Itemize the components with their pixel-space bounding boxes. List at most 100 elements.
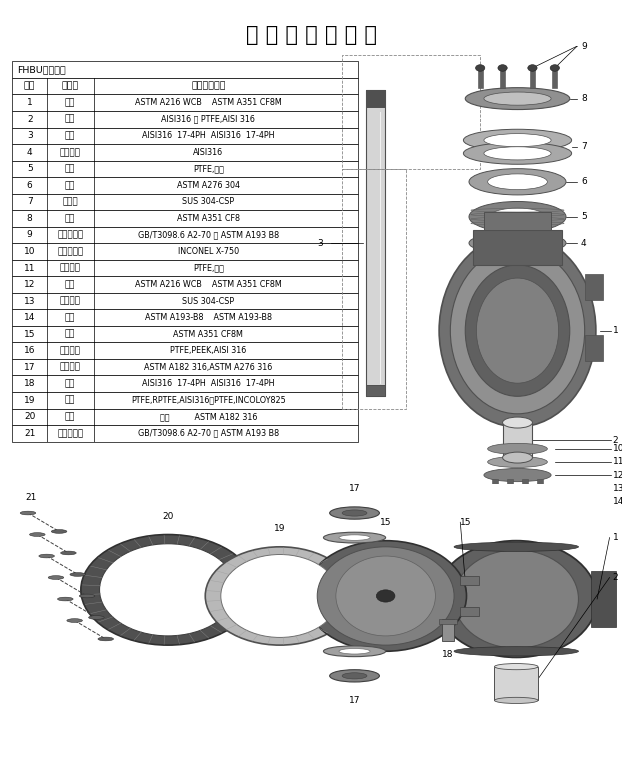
Text: 螺栓: 螺栓 bbox=[65, 313, 75, 322]
Bar bbox=[591, 571, 616, 627]
Ellipse shape bbox=[484, 468, 551, 482]
Bar bbox=[522, 479, 528, 495]
Text: 5: 5 bbox=[581, 212, 587, 221]
Bar bbox=[500, 70, 505, 88]
Text: 20: 20 bbox=[162, 511, 174, 521]
Text: 材　　　　料: 材 料 bbox=[191, 81, 226, 91]
Ellipse shape bbox=[454, 542, 578, 551]
Ellipse shape bbox=[342, 673, 367, 679]
Text: 1: 1 bbox=[613, 326, 618, 335]
Ellipse shape bbox=[20, 511, 36, 515]
Ellipse shape bbox=[88, 616, 104, 619]
Bar bbox=[12, 409, 358, 425]
Text: 阀座: 阀座 bbox=[65, 396, 75, 405]
Bar bbox=[492, 479, 498, 495]
Text: ASTM A351 CF8M: ASTM A351 CF8M bbox=[174, 329, 243, 339]
Text: 3: 3 bbox=[318, 239, 323, 247]
Text: GB/T3098.6 A2-70 或 ASTM A193 B8: GB/T3098.6 A2-70 或 ASTM A193 B8 bbox=[138, 230, 279, 240]
Text: 14: 14 bbox=[613, 497, 622, 506]
Text: 16: 16 bbox=[24, 346, 35, 355]
Text: 3: 3 bbox=[27, 131, 32, 141]
Text: ASTM A216 WCB    ASTM A351 CF8M: ASTM A216 WCB ASTM A351 CF8M bbox=[135, 280, 282, 289]
Bar bbox=[484, 213, 551, 230]
Ellipse shape bbox=[463, 129, 572, 151]
Text: 密封垫片: 密封垫片 bbox=[60, 263, 81, 273]
Text: PTFE,PEEK,AISI 316: PTFE,PEEK,AISI 316 bbox=[170, 346, 246, 355]
Text: 9: 9 bbox=[581, 41, 587, 51]
Bar bbox=[494, 667, 538, 700]
Ellipse shape bbox=[70, 573, 86, 576]
Bar bbox=[12, 260, 358, 276]
Text: 17: 17 bbox=[24, 362, 35, 372]
Text: 盖板: 盖板 bbox=[65, 280, 75, 289]
Ellipse shape bbox=[323, 646, 386, 657]
Text: SUS 304-CSP: SUS 304-CSP bbox=[182, 197, 234, 207]
Text: 13: 13 bbox=[613, 484, 622, 493]
Text: AISI316  17-4PH  AISI316  17-4PH: AISI316 17-4PH AISI316 17-4PH bbox=[142, 131, 274, 141]
Text: 5: 5 bbox=[27, 164, 32, 174]
Bar bbox=[366, 90, 385, 108]
Ellipse shape bbox=[30, 533, 45, 536]
Ellipse shape bbox=[336, 556, 435, 636]
Text: 弹簧垫片: 弹簧垫片 bbox=[60, 296, 81, 306]
Text: 10: 10 bbox=[613, 445, 622, 453]
Ellipse shape bbox=[100, 544, 236, 636]
Text: 19: 19 bbox=[24, 396, 35, 405]
Ellipse shape bbox=[476, 278, 559, 383]
Bar bbox=[530, 70, 535, 88]
Text: 17: 17 bbox=[349, 484, 360, 493]
Ellipse shape bbox=[323, 532, 386, 543]
Ellipse shape bbox=[450, 247, 585, 414]
Bar bbox=[12, 94, 358, 111]
Text: 20: 20 bbox=[24, 412, 35, 422]
Bar bbox=[12, 78, 358, 94]
Ellipse shape bbox=[339, 535, 370, 541]
Ellipse shape bbox=[550, 65, 560, 71]
Ellipse shape bbox=[469, 232, 566, 254]
Bar bbox=[12, 326, 358, 343]
Bar bbox=[460, 607, 479, 616]
Bar bbox=[503, 422, 532, 458]
Text: 2: 2 bbox=[613, 435, 618, 445]
Ellipse shape bbox=[469, 169, 566, 195]
Text: 压圈: 压圈 bbox=[65, 181, 75, 190]
Bar bbox=[366, 90, 385, 396]
Ellipse shape bbox=[484, 92, 551, 105]
Text: 9: 9 bbox=[27, 230, 32, 240]
Text: 13: 13 bbox=[24, 296, 35, 306]
Ellipse shape bbox=[469, 201, 566, 232]
Bar bbox=[478, 70, 483, 88]
Bar bbox=[552, 70, 557, 88]
Text: AISI316: AISI316 bbox=[193, 148, 223, 157]
Ellipse shape bbox=[49, 576, 63, 579]
Ellipse shape bbox=[488, 456, 547, 468]
Bar bbox=[12, 111, 358, 127]
Text: PTFE,石墨: PTFE,石墨 bbox=[193, 263, 224, 273]
Bar bbox=[473, 230, 562, 265]
Text: 内六角螺钉: 内六角螺钉 bbox=[57, 429, 83, 438]
Ellipse shape bbox=[463, 142, 572, 164]
Text: 15: 15 bbox=[380, 518, 391, 527]
Ellipse shape bbox=[484, 134, 551, 147]
Bar bbox=[12, 243, 358, 260]
Bar bbox=[12, 210, 358, 227]
Text: PTFE,石墨: PTFE,石墨 bbox=[193, 164, 224, 174]
Ellipse shape bbox=[39, 554, 55, 558]
Ellipse shape bbox=[454, 647, 578, 656]
Text: 16: 16 bbox=[349, 511, 360, 521]
Ellipse shape bbox=[503, 417, 532, 428]
Text: 6: 6 bbox=[581, 177, 587, 187]
Text: 14: 14 bbox=[24, 313, 35, 322]
Ellipse shape bbox=[339, 648, 370, 654]
Text: 高 性 能 偏 心 蝶 阀: 高 性 能 偏 心 蝶 阀 bbox=[246, 25, 376, 45]
Bar bbox=[585, 335, 603, 361]
Text: 19: 19 bbox=[274, 524, 285, 533]
Ellipse shape bbox=[465, 88, 570, 110]
Text: 21: 21 bbox=[24, 429, 35, 438]
Text: 4: 4 bbox=[27, 148, 32, 157]
Text: 21: 21 bbox=[26, 493, 37, 502]
Ellipse shape bbox=[51, 530, 67, 533]
Text: GB/T3098.6 A2-70 或 ASTM A193 B8: GB/T3098.6 A2-70 或 ASTM A193 B8 bbox=[138, 429, 279, 438]
Bar bbox=[522, 492, 528, 508]
Text: 防静电弹簧: 防静电弹簧 bbox=[57, 247, 83, 256]
